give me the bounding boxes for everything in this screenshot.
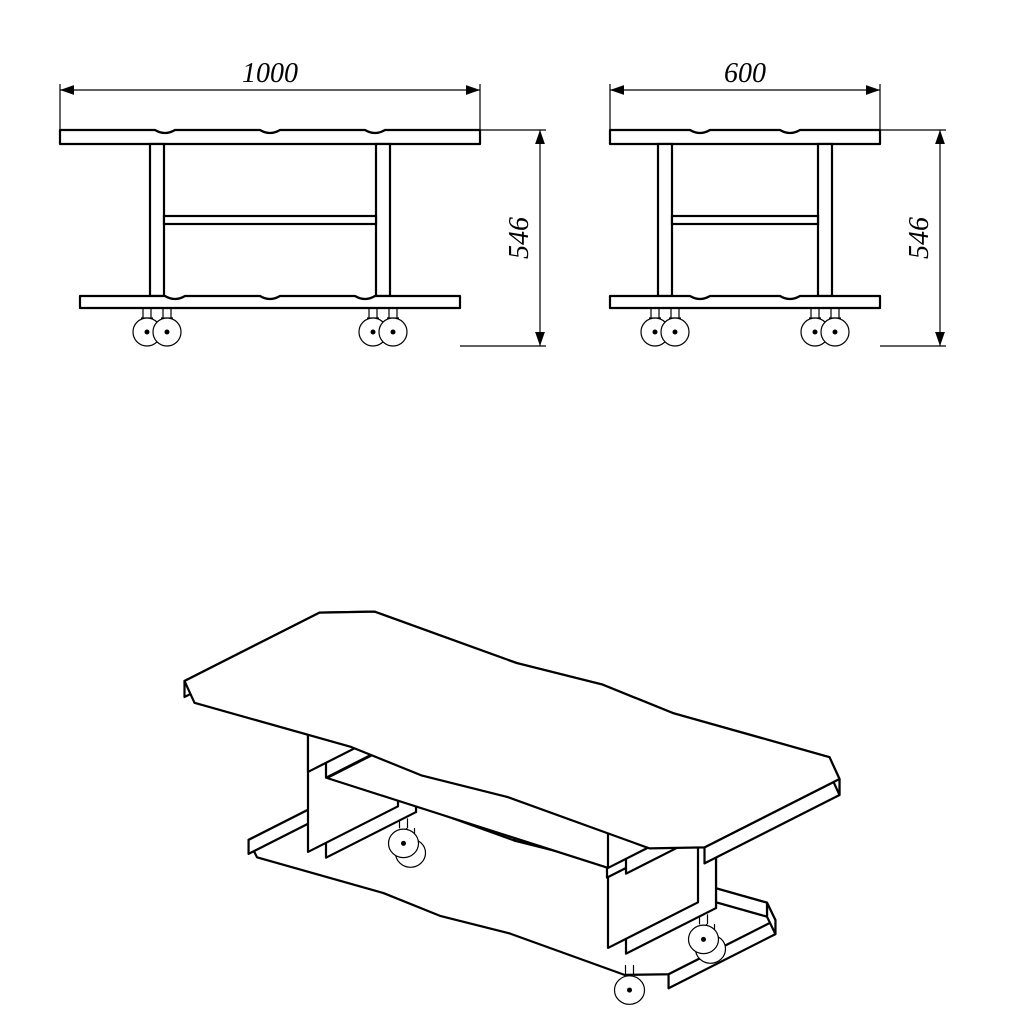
front-view: 1000 546 bbox=[60, 58, 546, 346]
side-view: 600 546 bbox=[610, 58, 946, 346]
perspective-view bbox=[185, 612, 840, 1005]
dim-depth: 600 bbox=[724, 58, 766, 89]
dim-height-front: 546 bbox=[504, 217, 535, 259]
technical-drawing: 1000 546 600 546 bbox=[0, 0, 1024, 1024]
dim-width: 1000 bbox=[242, 58, 298, 89]
dim-height-side: 546 bbox=[904, 217, 935, 259]
